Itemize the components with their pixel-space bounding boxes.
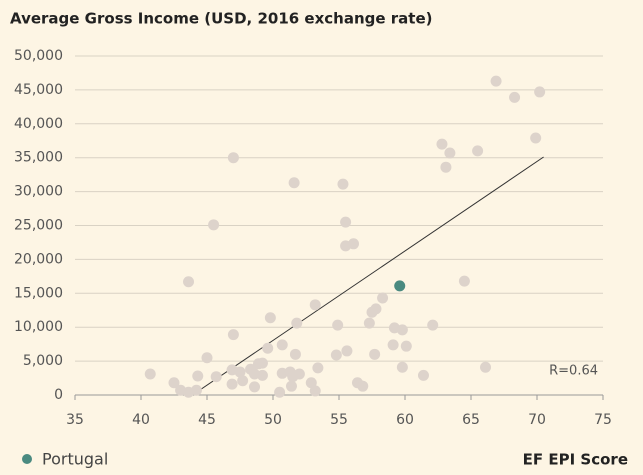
data-point [227,329,239,341]
data-point [417,369,429,381]
y-tick-label: 50,000 [14,48,63,64]
x-axis-label: EF EPI Score [523,451,628,469]
y-tick-label: 35,000 [14,150,63,166]
data-point [340,216,352,228]
data-point [305,377,317,389]
data-point [377,292,389,304]
data-point [201,352,213,364]
data-point [256,369,268,381]
data-point [309,385,321,397]
data-point [387,339,399,351]
data-point [190,384,202,396]
y-tick-label: 5,000 [23,353,63,369]
data-point [312,362,324,374]
data-point [530,132,542,144]
x-tick-label: 60 [396,412,414,428]
data-point [227,152,239,164]
y-tick-label: 45,000 [14,82,63,98]
data-point [309,299,321,311]
data-point [370,303,382,315]
data-point [396,361,408,373]
y-tick-label: 40,000 [14,116,63,132]
data-point [357,380,369,392]
y-tick-label: 10,000 [14,319,63,335]
data-point [183,276,195,288]
chart-title: Average Gross Income (USD, 2016 exchange… [10,10,433,28]
x-tick-label: 35 [66,412,84,428]
data-point [237,375,249,387]
data-point [285,380,297,392]
data-point [288,177,300,189]
data-point [289,348,301,360]
y-tick-label: 20,000 [14,251,63,267]
data-point [472,145,484,157]
data-point [394,280,406,292]
data-point [427,319,439,331]
data-point [208,219,220,231]
x-tick-label: 55 [330,412,348,428]
data-point [330,349,342,361]
legend-marker [22,454,32,464]
data-point [293,368,305,380]
data-point [276,339,288,351]
data-point [440,161,452,173]
data-point [363,317,375,329]
y-tick-label: 25,000 [14,218,63,234]
legend-label: Portugal [42,450,108,469]
data-point [256,357,268,369]
data-point [396,324,408,336]
data-point [458,275,470,287]
x-tick-label: 45 [198,412,216,428]
data-point [144,368,156,380]
data-point [210,371,222,383]
data-point [444,147,456,159]
data-point [226,378,238,390]
y-tick-label: 15,000 [14,285,63,301]
data-point [168,377,180,389]
data-point [274,386,286,398]
trendline [192,156,544,396]
data-point [264,312,276,324]
data-point [400,340,412,352]
data-point [490,75,502,87]
x-tick-label: 40 [132,412,150,428]
data-point [234,366,246,378]
annotation: R=0.64 [549,364,598,379]
data-point [369,348,381,360]
x-tick-label: 65 [462,412,480,428]
x-tick-label: 50 [264,412,282,428]
data-point [436,138,448,150]
data-point [262,342,274,354]
x-tick-label: 70 [528,412,546,428]
data-point [337,178,349,190]
data-point [534,86,546,98]
data-point [291,317,303,329]
x-tick-label: 75 [594,412,612,428]
data-point [332,319,344,331]
y-tick-label: 0 [54,387,63,403]
y-tick-label: 30,000 [14,184,63,200]
data-point [341,345,353,357]
data-point [509,91,521,103]
data-point [192,370,204,382]
data-point [480,361,492,373]
data-point [348,238,360,250]
data-point [249,381,261,393]
